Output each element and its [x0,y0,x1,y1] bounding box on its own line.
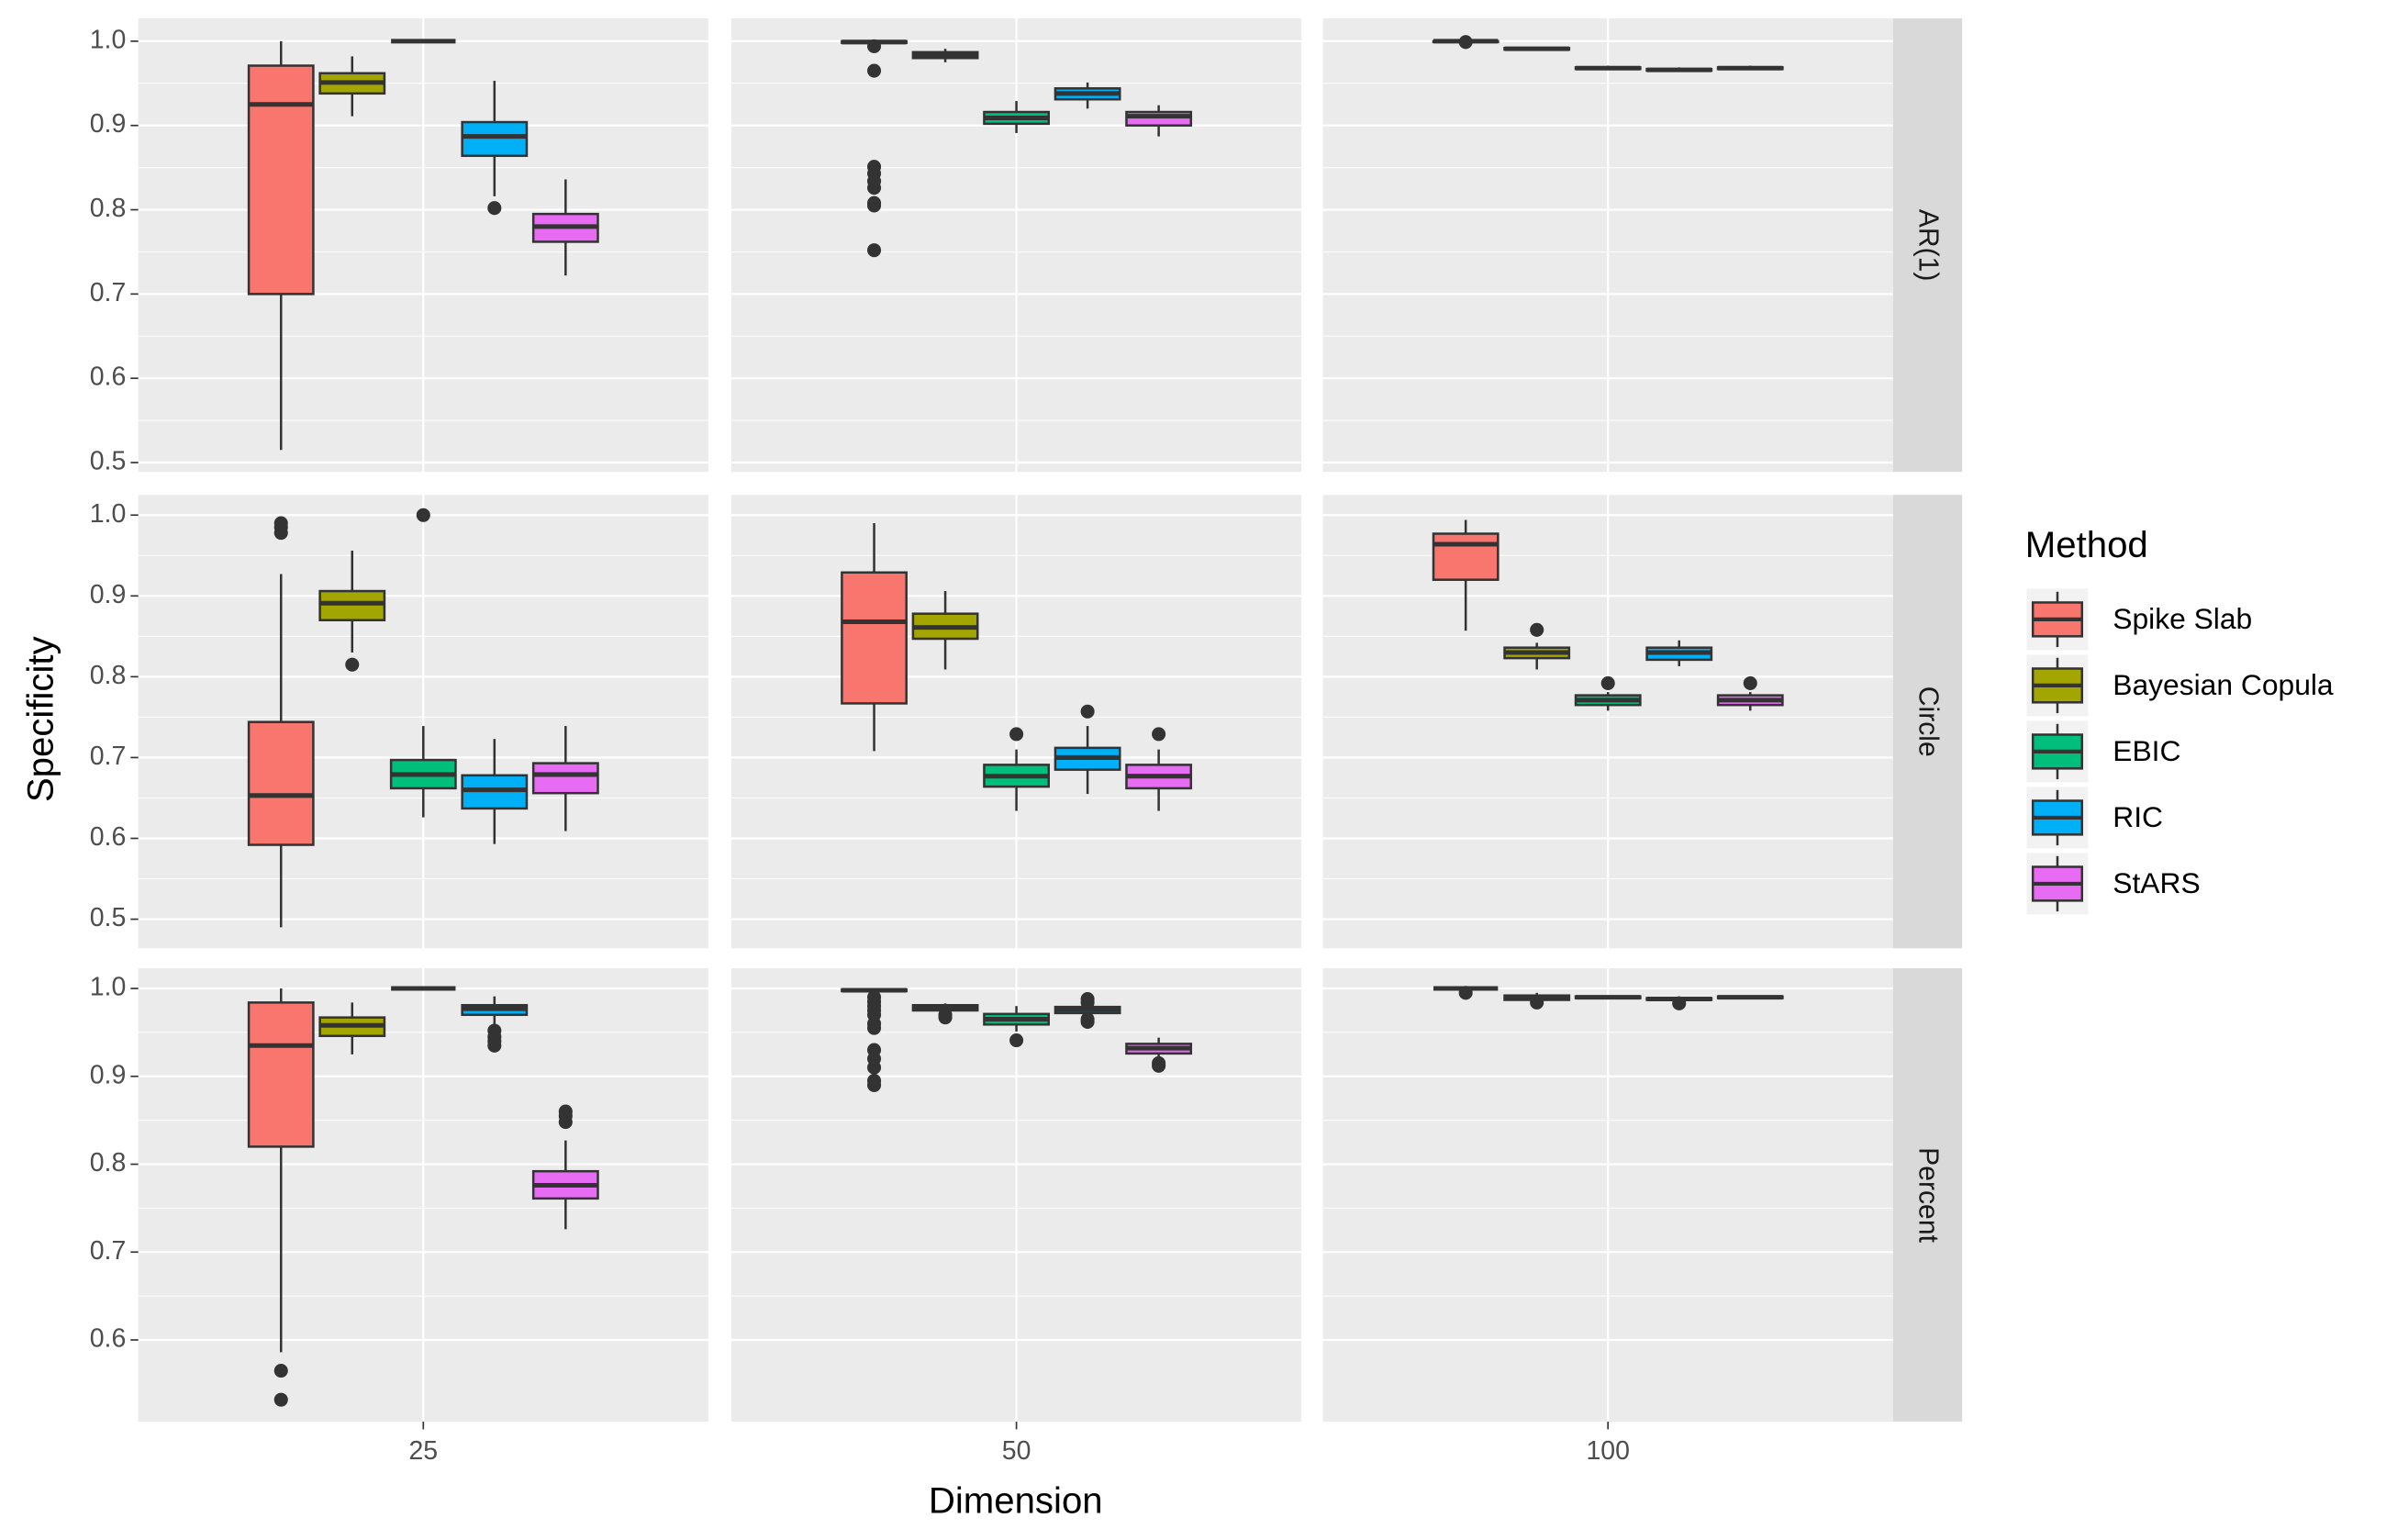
outlier [345,657,360,672]
outlier [867,39,882,53]
box [841,571,908,705]
y-tick-label: 0.7 [90,278,127,307]
strip [1892,18,1963,473]
box [247,1001,315,1148]
outlier [487,201,502,216]
y-tick-label: 0.5 [90,903,127,932]
y-tick-label: 0.6 [90,1324,127,1354]
y-tick-label: 0.8 [90,194,127,223]
y-tick-label: 0.7 [90,742,127,771]
outlier [1530,622,1544,637]
x-axis-title: Dimension [929,1479,1103,1521]
strip-label: AR(1) [1913,209,1944,282]
x-tick-label: 25 [408,1436,438,1466]
outlier [1152,1058,1166,1073]
strip-label: Circle [1913,686,1944,757]
x-tick-label: 100 [1586,1436,1629,1466]
box [318,589,386,621]
legend-label: Bayesian Copula [2113,668,2334,701]
legend-label: EBIC [2113,734,2180,767]
outlier [1009,1033,1024,1048]
outlier [1458,986,1473,1000]
y-tick-label: 0.8 [90,1148,127,1177]
box [247,64,315,296]
outlier [867,181,882,195]
outlier [273,1392,288,1407]
box [247,720,315,846]
outlier [867,198,882,213]
outlier [867,63,882,78]
outlier [1530,995,1544,1010]
legend-title: Method [2025,524,2148,565]
outlier [1009,727,1024,742]
legend-label: RIC [2113,800,2163,833]
outlier [1152,727,1166,742]
y-tick-label: 1.0 [90,25,127,54]
y-tick-label: 0.9 [90,1060,127,1089]
outlier [1672,996,1687,1010]
outlier [1080,995,1095,1010]
y-tick-label: 0.6 [90,363,127,392]
outlier [938,1010,953,1025]
legend-label: StARS [2113,866,2200,899]
y-tick-label: 1.0 [90,499,127,529]
strip-label: Percent [1913,1147,1944,1243]
outlier [867,1060,882,1075]
x-tick-label: 50 [1002,1436,1031,1466]
box [461,120,529,158]
outlier [1600,675,1615,690]
outlier [1743,675,1757,690]
y-tick-label: 0.8 [90,661,127,690]
box [1432,532,1500,581]
y-tick-label: 0.6 [90,822,127,852]
y-tick-label: 0.7 [90,1236,127,1266]
outlier [867,1077,882,1092]
y-axis-title: Specificity [19,636,61,802]
outlier [867,243,882,258]
outlier [558,1115,573,1130]
outlier [867,1021,882,1035]
box [531,762,599,795]
legend-label: Spike Slab [2113,602,2252,635]
y-tick-label: 0.5 [90,447,127,476]
outlier [487,1038,502,1053]
outlier [1080,704,1095,719]
outlier [416,508,430,522]
outlier [273,1363,288,1378]
y-tick-label: 0.9 [90,109,127,139]
outlier [1458,35,1473,50]
outlier [1080,1014,1095,1029]
y-tick-label: 0.9 [90,580,127,609]
strip [1892,495,1963,949]
strip [1892,968,1963,1423]
y-tick-label: 1.0 [90,973,127,1002]
outlier [273,526,288,541]
